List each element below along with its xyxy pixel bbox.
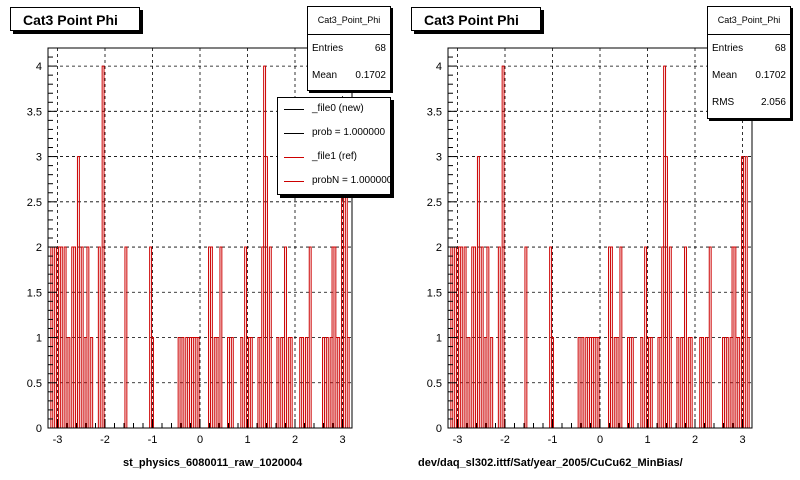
left-stats-box: Cat3_Point_Phi Entries 68 Mean 0.1702 — [307, 6, 391, 91]
right-stats-rms-value: 2.056 — [760, 97, 786, 108]
legend-swatch-ref — [284, 157, 304, 158]
left-x-tick-label: -3 — [53, 434, 63, 446]
right-y-tick-label: 1.5 — [427, 287, 442, 299]
left-title: Cat3 Point Phi — [23, 12, 118, 28]
right-y-tick-label: 4 — [436, 61, 442, 73]
right-y-tick-label: 0 — [436, 423, 442, 435]
left-stats-mean-row: Mean 0.1702 — [308, 62, 390, 89]
right-x-tick-label: 2 — [692, 434, 698, 446]
left-x-tick-label: -1 — [148, 434, 158, 446]
right-stats-mean-value: 0.1702 — [755, 70, 786, 81]
right-stats-mean-row: Mean 0.1702 — [708, 62, 790, 89]
left-title-box: Cat3 Point Phi — [10, 7, 140, 31]
right-x-tick-label: 1 — [644, 434, 650, 446]
right-x-tick-label: -1 — [548, 434, 558, 446]
right-x-tick-label: -3 — [453, 434, 463, 446]
left-stats-mean-label: Mean — [312, 70, 338, 81]
right-y-tick-label: 3 — [436, 152, 442, 164]
left-y-tick-label: 3.5 — [27, 106, 42, 118]
right-stats-box: Cat3_Point_Phi Entries 68 Mean 0.1702 RM… — [707, 6, 791, 119]
left-stats-entries-value: 68 — [374, 43, 386, 54]
left-stats-mean-value: 0.1702 — [355, 70, 386, 81]
left-stats-entries-row: Entries 68 — [308, 35, 390, 62]
legend-label-probn: probN = 1.000000 — [312, 175, 391, 186]
legend-entry-prob: prob = 1.000000 — [278, 122, 390, 146]
right-stats-name: Cat3_Point_Phi — [708, 7, 790, 35]
right-x-tick-label: 0 — [597, 434, 603, 446]
left-y-tick-label: 0.5 — [27, 378, 42, 390]
left-x-tick-label: 3 — [339, 434, 345, 446]
legend-entry-new: _file0 (new) — [278, 98, 390, 122]
legend-label-ref: _file1 (ref) — [312, 151, 358, 162]
right-stats-entries-label: Entries — [712, 43, 744, 54]
right-stats-rms-row: RMS 2.056 — [708, 89, 790, 116]
right-stats-rms-label: RMS — [712, 97, 735, 108]
right-x-tick-label: 3 — [739, 434, 745, 446]
right-x-tick-label: -2 — [500, 434, 510, 446]
right-y-tick-label: 3.5 — [427, 106, 442, 118]
right-stats-entries-value: 68 — [774, 43, 786, 54]
right-y-tick-label: 2 — [436, 242, 442, 254]
right-y-tick-label: 0.5 — [427, 378, 442, 390]
legend-swatch-new — [284, 109, 304, 110]
legend-entry-ref: _file1 (ref) — [278, 146, 390, 170]
left-x-tick-label: 1 — [244, 434, 250, 446]
left-y-tick-label: 2.5 — [27, 197, 42, 209]
left-x-tick-label: 0 — [197, 434, 203, 446]
left-y-tick-label: 4 — [36, 61, 42, 73]
left-x-tick-label: -2 — [100, 434, 110, 446]
left-y-tick-label: 1 — [36, 333, 42, 345]
legend-label-prob: prob = 1.000000 — [312, 127, 386, 138]
left-y-tick-label: 3 — [36, 152, 42, 164]
left-y-tick-label: 0 — [36, 423, 42, 435]
legend-swatch-prob — [284, 133, 304, 134]
right-title-box: Cat3 Point Phi — [411, 7, 541, 31]
right-title: Cat3 Point Phi — [424, 12, 519, 28]
legend-label-new: _file0 (new) — [312, 103, 364, 114]
left-y-tick-label: 1.5 — [27, 287, 42, 299]
legend-entry-probn: probN = 1.000000 — [278, 170, 390, 194]
legend-swatch-probn — [284, 181, 304, 182]
right-stats-mean-label: Mean — [712, 70, 738, 81]
right-footer-label: dev/daq_sl302.ittf/Sat/year_2005/CuCu62_… — [418, 457, 683, 469]
left-stats-name: Cat3_Point_Phi — [308, 7, 390, 35]
right-y-tick-label: 2.5 — [427, 197, 442, 209]
left-stats-entries-label: Entries — [312, 43, 344, 54]
left-legend: _file0 (new) prob = 1.000000 _file1 (ref… — [277, 97, 391, 195]
left-footer-label: st_physics_6080011_raw_1020004 — [123, 457, 303, 469]
left-y-tick-label: 2 — [36, 242, 42, 254]
left-x-tick-label: 2 — [292, 434, 298, 446]
right-y-tick-label: 1 — [436, 333, 442, 345]
right-stats-entries-row: Entries 68 — [708, 35, 790, 62]
